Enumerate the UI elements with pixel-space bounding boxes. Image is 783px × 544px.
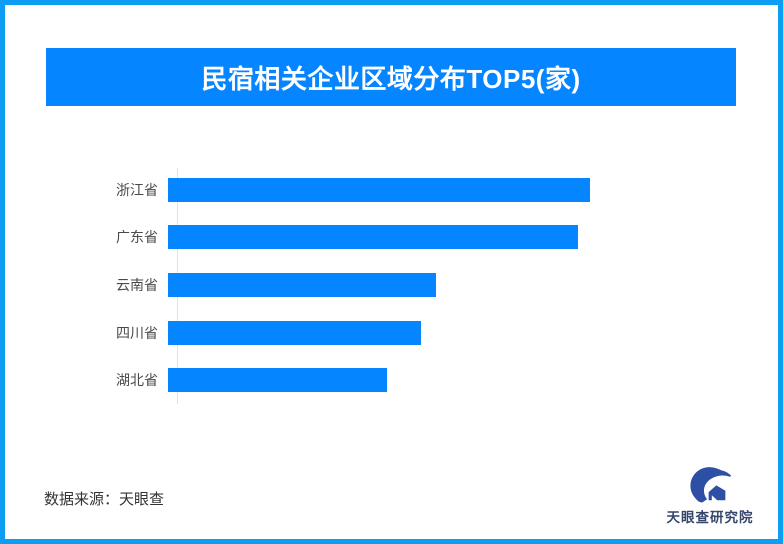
bar-row: 广东省 <box>46 214 736 262</box>
bar <box>168 368 388 393</box>
bar-row: 湖北省 <box>46 356 736 404</box>
bar-rows: 浙江省广东省云南省四川省湖北省 <box>46 166 736 404</box>
data-source-note: 数据来源：天眼查 <box>44 491 165 508</box>
tianyancha-eye-logo-icon <box>690 467 732 503</box>
bar-track <box>168 225 736 250</box>
bar-label: 云南省 <box>116 276 158 293</box>
bar-chart: 浙江省广东省云南省四川省湖北省 <box>46 166 736 406</box>
bar-label: 四川省 <box>116 324 158 341</box>
bar-track <box>168 368 736 393</box>
bar <box>168 177 590 202</box>
bar-label: 广东省 <box>116 229 158 246</box>
bar-row: 云南省 <box>46 261 736 309</box>
bar-label: 浙江省 <box>116 181 158 198</box>
bar <box>168 272 436 297</box>
bar-row: 浙江省 <box>46 166 736 214</box>
page-title: 民宿相关企业区域分布TOP5(家) <box>201 63 581 94</box>
bar-track <box>168 177 736 202</box>
bar <box>168 225 579 250</box>
bar-track <box>168 320 736 345</box>
bar-row: 四川省 <box>46 309 736 357</box>
bar <box>168 320 422 345</box>
brand-name: 天眼查研究院 <box>666 510 754 525</box>
chart-title-band: 民宿相关企业区域分布TOP5(家) <box>46 48 736 106</box>
bar-label: 湖北省 <box>116 372 158 389</box>
brand-logo: 天眼查研究院 <box>650 465 770 526</box>
bar-track <box>168 272 736 297</box>
